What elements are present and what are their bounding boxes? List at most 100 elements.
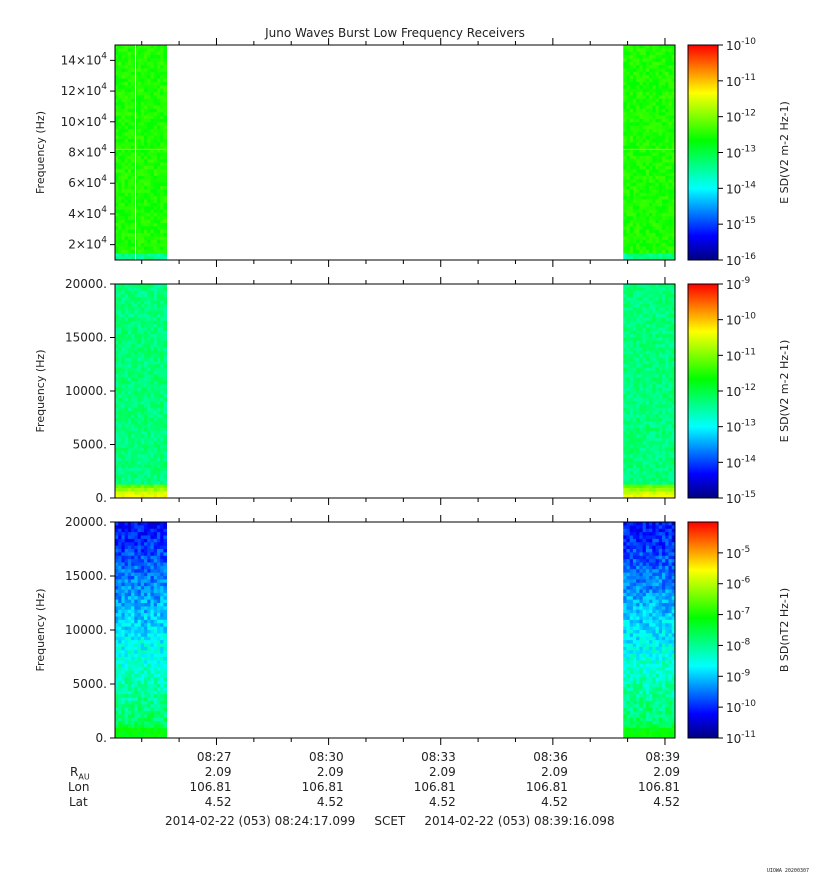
spectrogram-cell [652,398,656,402]
spectrogram-cell [639,471,643,475]
spectrogram-cell [639,388,643,392]
spectrogram-cell [154,613,158,617]
spectrogram-cell [154,338,158,342]
spectrogram-cell [138,644,142,648]
spectrogram-cell [138,448,142,452]
spectrogram-cell [636,284,640,288]
spectrogram-cell [639,488,643,492]
spectrogram-cell [633,488,637,492]
spectrogram-cell [134,183,138,187]
spectrogram-cell [665,250,669,254]
spectrogram-cell [646,317,650,321]
spectrogram-cell [147,586,151,590]
spectrogram-cell [121,617,125,621]
spectrogram-cell [118,196,122,200]
spectrogram-cell [147,546,151,550]
spectrogram-cell [668,401,672,405]
spectrogram-cell [125,532,129,536]
spectrogram-cell [656,62,660,66]
spectrogram-cell [649,398,653,402]
spectrogram-cell [154,139,158,143]
spectrogram-cell [134,89,138,93]
spectrogram-cell [649,176,653,180]
spectrogram-cell [154,307,158,311]
spectrogram-cell [118,586,122,590]
spectrogram-cell [665,361,669,365]
spectrogram-cell [141,532,145,536]
spectrogram-cell [125,230,129,234]
spectrogram-cell [128,600,132,604]
spectrogram-cell [121,126,125,130]
spectrogram-cell [144,438,148,442]
spectrogram-cell [118,650,122,654]
spectrogram-cell [643,193,647,197]
spectrogram-cell [665,441,669,445]
spectrogram-cell [668,351,672,355]
spectrogram-cell [639,52,643,56]
spectrogram-cell [646,307,650,311]
spectrogram-cell [131,341,135,345]
spectrogram-cell [154,637,158,641]
spectrogram-cell [656,179,660,183]
spectrogram-cell [659,311,663,315]
spectrogram-cell [626,468,630,472]
spectrogram-cell [118,52,122,56]
spectrogram-cell [633,424,637,428]
spectrogram-cell [630,186,634,190]
spectrogram-cell [121,230,125,234]
spectrogram-cell [636,358,640,362]
spectrogram-cell [662,132,666,136]
spectrogram-cell [636,411,640,415]
spectrogram-cell [652,210,656,214]
spectrogram-cell [646,381,650,385]
spectrogram-cell [154,573,158,577]
spectrogram-cell [633,213,637,217]
spectrogram-cell [138,613,142,617]
spectrogram-cell [630,411,634,415]
spectrogram-cell [656,491,660,495]
spectrogram-cell [125,99,129,103]
spectrogram-cell [662,89,666,93]
spectrogram-cell [157,549,161,553]
spectrogram-cell [652,55,656,59]
spectrogram-cell [668,418,672,422]
spectrogram-cell [118,411,122,415]
spectrogram-cell [662,428,666,432]
spectrogram-cell [144,468,148,472]
spectrogram-cell [639,418,643,422]
spectrogram-cell [643,351,647,355]
spectrogram-cell [163,236,167,240]
spectrogram-cell [662,381,666,385]
spectrogram-cell [141,536,145,540]
spectrogram-cell [633,45,637,49]
spectrogram-cell [141,522,145,526]
spectrogram-cell [141,458,145,462]
y-tick-label: 6×104 [68,174,107,190]
spectrogram-cell [134,671,138,675]
spectrogram-cell [643,142,647,146]
spectrogram-cell [141,169,145,173]
spectrogram-cell [150,566,154,570]
spectrogram-cell [147,69,151,73]
spectrogram-cell [626,354,630,358]
spectrogram-cell [150,122,154,126]
spectrogram-cell [623,314,627,318]
spectrogram-cell [134,579,138,583]
spectrogram-cell [160,95,164,99]
spectrogram-cell [138,468,142,472]
spectrogram-cell [144,586,148,590]
spectrogram-cell [163,216,167,220]
spectrogram-cell [157,122,161,126]
spectrogram-cell [649,166,653,170]
spectrogram-cell [163,556,167,560]
spectrogram-cell [138,590,142,594]
spectrogram-cell [121,525,125,529]
spectrogram-cell [636,45,640,49]
spectrogram-cell [125,593,129,597]
spectrogram-cell [160,529,164,533]
spectrogram-cell [639,351,643,355]
spectrogram-cell [128,556,132,560]
spectrogram-cell [163,579,167,583]
spectrogram-cell [160,351,164,355]
spectrogram-cell [668,438,672,442]
